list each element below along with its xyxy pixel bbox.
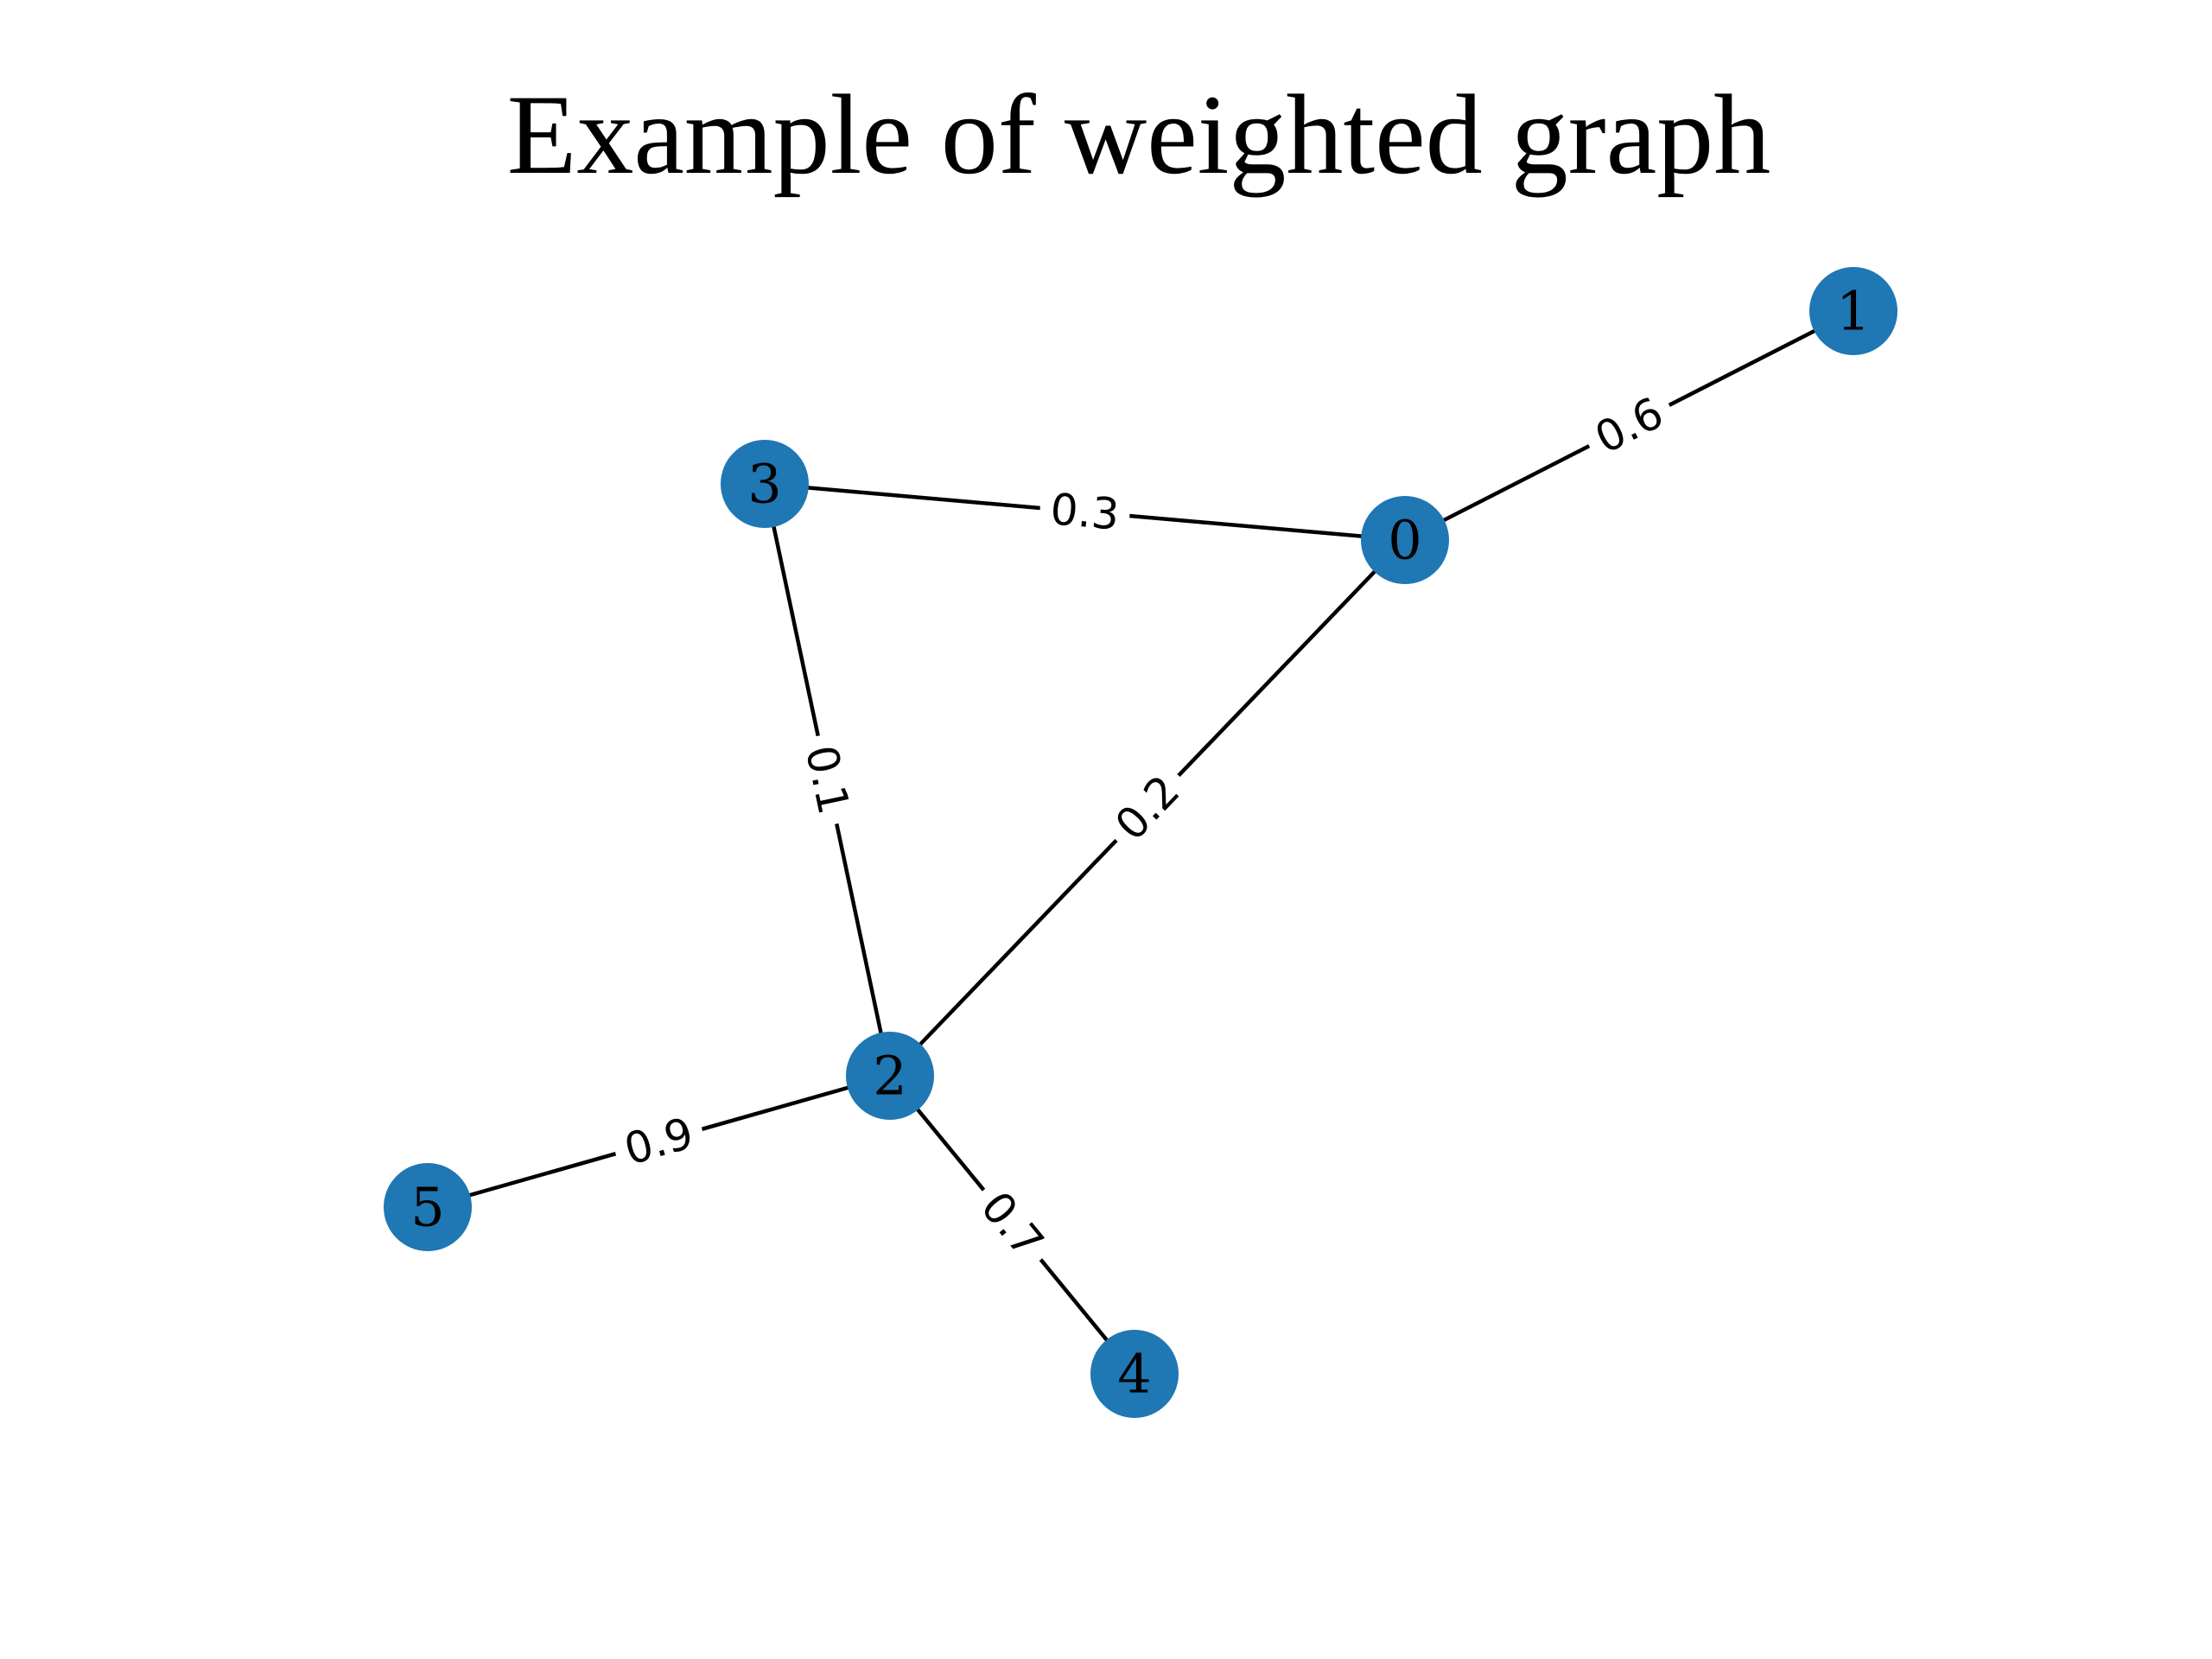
edge-label-0-3: 0.3 [1037,480,1133,543]
node-circle [1361,496,1449,584]
edge-label-3-2: 0.1 [791,730,864,830]
node-label: 5 [410,1176,444,1239]
node-3: 3 [721,440,809,528]
edge-label-2-4: 0.7 [962,1173,1063,1277]
node-label: 3 [747,453,781,516]
diagram-title: Example of weighted graph [507,71,1771,198]
node-0: 0 [1361,496,1449,584]
node-1: 1 [1809,267,1897,355]
node-circle [846,1032,934,1120]
node-5: 5 [384,1163,472,1251]
node-label: 4 [1117,1343,1151,1406]
edge-label-background [1037,480,1133,543]
edge-label-background [791,730,864,830]
node-circle [1809,267,1897,355]
edge-label-2-5: 0.9 [607,1103,710,1180]
edge-label-background [1096,756,1199,860]
node-circle [721,440,809,528]
edge-weight-label: 0.9 [619,1108,698,1175]
node-label: 1 [1836,280,1870,343]
node-circle [384,1163,472,1251]
node-label: 2 [873,1045,906,1108]
edge-label-0-2: 0.2 [1096,756,1199,860]
nodes-layer: 0 1 2 3 4 5 [384,267,1897,1418]
edge-labels-layer: 0.6 0.3 0.2 0.1 0.9 0.7 [607,380,1682,1277]
edge-label-background [607,1103,710,1180]
edge-label-0-1: 0.6 [1576,380,1682,471]
edge-label-background [1576,380,1682,471]
node-4: 4 [1090,1330,1179,1418]
edge-label-background [962,1173,1063,1277]
node-label: 0 [1388,509,1421,572]
edge-weight-label: 0.3 [1048,484,1121,540]
node-2: 2 [846,1032,934,1120]
node-circle [1090,1330,1179,1418]
